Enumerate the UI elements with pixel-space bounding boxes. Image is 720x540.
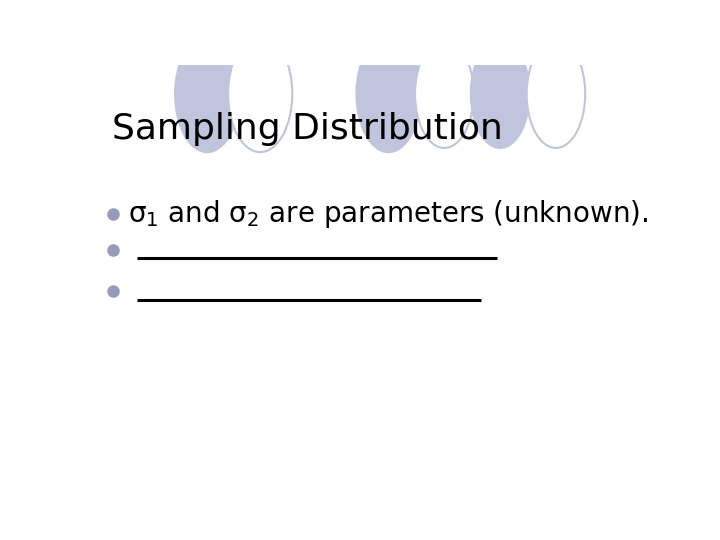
Ellipse shape [175, 36, 239, 152]
Text: Sampling Distribution: Sampling Distribution [112, 112, 503, 146]
Ellipse shape [228, 36, 292, 152]
Ellipse shape [471, 40, 529, 148]
Ellipse shape [415, 40, 474, 148]
Ellipse shape [356, 36, 420, 152]
Text: $\mathsf{\sigma_1}$ and $\mathsf{\sigma_2}$ are parameters (unknown).: $\mathsf{\sigma_1}$ and $\mathsf{\sigma_… [128, 199, 649, 231]
Ellipse shape [526, 40, 585, 148]
